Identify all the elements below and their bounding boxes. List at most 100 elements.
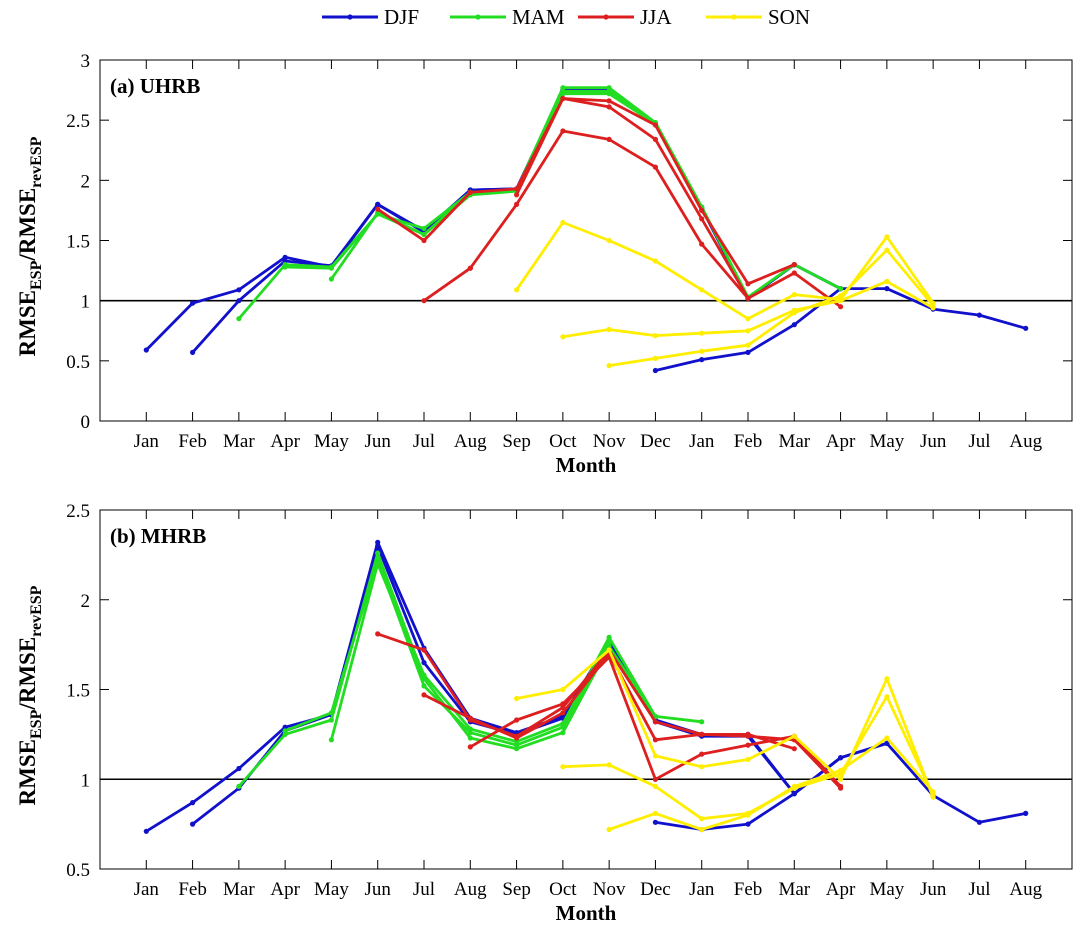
x-tick-label: Mar (223, 431, 255, 452)
y-axis-title-part: RMSE (15, 739, 40, 805)
y-tick-label: 1.5 (66, 681, 90, 702)
data-point-jja (791, 746, 797, 752)
data-point-son (560, 219, 566, 226)
legend-label-mam: MAM (512, 5, 565, 29)
data-point-son (652, 333, 659, 339)
x-tick-label: Jul (968, 431, 990, 452)
data-point-mam (838, 286, 844, 292)
data-point-jja (560, 95, 566, 102)
data-point-mam (560, 730, 566, 736)
legend-marker-mam (475, 14, 481, 20)
x-tick-label: Sep (502, 431, 531, 452)
y-tick-label: 1.5 (66, 232, 90, 253)
data-point-jja (606, 98, 612, 104)
data-point-jja (560, 710, 566, 716)
legend-marker-jja (603, 14, 609, 20)
data-point-son (884, 694, 890, 700)
data-point-jja (745, 731, 751, 737)
data-point-djf (652, 367, 659, 374)
data-point-son (745, 756, 751, 763)
data-point-jja (560, 128, 566, 134)
x-tick-label: May (869, 431, 904, 452)
x-tick-label: Mar (778, 879, 810, 900)
series-line-mam (284, 558, 611, 747)
data-point-son (791, 310, 797, 316)
data-point-mam (699, 719, 705, 725)
series-line-jja (376, 97, 795, 286)
data-point-son (930, 792, 936, 798)
data-point-jja (838, 783, 844, 789)
data-point-son (838, 298, 844, 304)
data-point-mam (328, 737, 334, 743)
data-point-jja (745, 295, 751, 301)
data-point-son (791, 783, 797, 789)
data-point-jja (467, 265, 473, 271)
data-point-mam (467, 730, 473, 736)
x-tick-label: Dec (640, 431, 671, 452)
data-point-djf (1023, 810, 1029, 816)
x-tick-label: Jul (413, 431, 435, 452)
data-point-son (884, 234, 890, 240)
data-point-jja (791, 270, 797, 276)
data-point-djf (190, 800, 196, 806)
y-tick-label: 2 (81, 591, 91, 612)
x-tick-label: Aug (454, 879, 487, 900)
data-point-son (745, 812, 751, 818)
data-point-jja (652, 136, 659, 142)
data-point-djf (791, 322, 797, 328)
data-point-mam (282, 264, 288, 270)
data-point-mam (421, 672, 427, 678)
data-point-jja (699, 241, 705, 247)
x-tick-label: Mar (778, 431, 810, 452)
y-axis-title-part: RMSE (15, 290, 40, 356)
data-point-son (699, 348, 705, 354)
data-point-son (884, 676, 890, 682)
data-point-son (514, 287, 520, 293)
x-tick-label: Dec (640, 879, 671, 900)
data-point-jja (838, 304, 844, 310)
x-tick-label: Aug (1009, 431, 1042, 452)
x-tick-label: Oct (549, 879, 577, 900)
x-axis-title: Month (556, 901, 617, 925)
y-axis-title-part: ESP (28, 709, 45, 739)
data-point-jja (467, 715, 473, 721)
data-point-jja (467, 744, 473, 750)
data-point-djf (190, 821, 196, 827)
data-point-jja (514, 192, 520, 198)
data-point-jja (560, 704, 566, 711)
data-point-jja (467, 189, 473, 195)
y-tick-label: 0.5 (66, 860, 90, 881)
data-point-mam (236, 783, 242, 789)
x-tick-label: Sep (502, 879, 531, 900)
series-line-son (516, 648, 935, 798)
x-tick-label: Jan (134, 431, 160, 452)
x-tick-label: May (314, 879, 349, 900)
x-tick-label: May (869, 879, 904, 900)
y-tick-label: 0 (81, 412, 91, 433)
data-point-son (560, 334, 566, 340)
legend-label-djf: DJF (384, 5, 419, 29)
y-axis-title: RMSEESP/RMSErevESP (15, 136, 45, 356)
data-point-jja (514, 717, 520, 723)
data-point-jja (514, 201, 520, 207)
chart-panel-uhrb: Jan Feb Mar Apr May Jun Jul Aug Sep Oct Nov Dec Jan F… (15, 51, 1073, 477)
data-point-jja (652, 719, 659, 725)
data-point-jja (652, 776, 659, 782)
data-point-son (884, 247, 890, 253)
data-point-djf (699, 357, 705, 363)
data-point-jja (652, 737, 659, 743)
x-tick-label: Apr (270, 431, 300, 452)
x-tick-label: Feb (178, 879, 207, 900)
data-point-jja (745, 742, 751, 748)
data-point-son (699, 287, 705, 293)
x-tick-label: Jan (134, 879, 160, 900)
data-point-son (606, 363, 612, 369)
data-point-djf (652, 819, 659, 825)
data-point-jja (421, 647, 427, 653)
data-point-son (930, 302, 936, 309)
legend-label-son: SON (768, 5, 810, 29)
x-tick-label: Feb (734, 431, 763, 452)
data-point-mam (467, 726, 473, 732)
x-tick-label: Aug (1009, 879, 1042, 900)
data-point-djf (838, 755, 844, 761)
